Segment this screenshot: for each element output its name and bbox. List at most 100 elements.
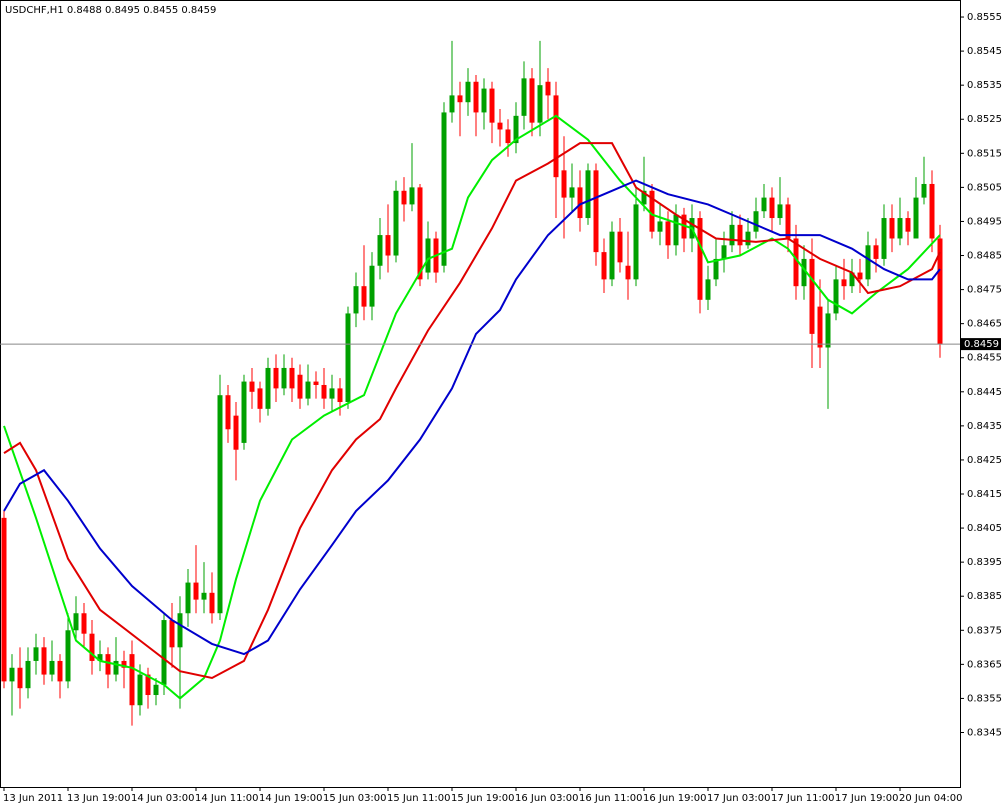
- candle-body: [265, 367, 271, 409]
- candle-body: [209, 592, 215, 614]
- candle-body: [849, 272, 855, 287]
- y-tick-label: 0.8435: [967, 421, 1002, 432]
- candle-body: [609, 231, 615, 280]
- candle-body: [297, 374, 303, 399]
- moving-average-line: [3, 114, 941, 700]
- candle-body: [273, 367, 279, 389]
- candle-body: [617, 231, 623, 263]
- candle-body: [257, 388, 263, 409]
- candle-body: [753, 211, 759, 232]
- candle-body: [649, 190, 655, 232]
- candle-body: [417, 187, 423, 280]
- candle-body: [809, 258, 815, 334]
- candle-body: [249, 381, 255, 392]
- candle-body: [569, 187, 575, 198]
- x-tick-label: 15 Jun 11:00: [387, 793, 451, 804]
- candle-body: [537, 85, 543, 123]
- y-tick-label: 0.8425: [967, 455, 1002, 466]
- candle-body: [129, 654, 135, 706]
- candle-body: [673, 214, 679, 246]
- candle-body: [321, 384, 327, 399]
- candle-body: [289, 367, 295, 389]
- x-tick-label: 20 Jun 04:00: [899, 793, 963, 804]
- y-tick-label: 0.8475: [967, 285, 1002, 296]
- candle-body: [705, 279, 711, 300]
- moving-average-line: [3, 142, 941, 680]
- candle-body: [769, 197, 775, 219]
- x-tick-label: 14 Jun 03:00: [131, 793, 195, 804]
- candle-body: [745, 231, 751, 246]
- candle-body: [465, 81, 471, 103]
- candle-body: [561, 170, 567, 198]
- candle-body: [385, 235, 391, 256]
- candle-body: [633, 204, 639, 280]
- candle-body: [81, 613, 87, 634]
- candle-body: [881, 218, 887, 259]
- candle-body: [929, 183, 935, 239]
- y-tick-label: 0.8535: [967, 80, 1002, 91]
- candle-body: [201, 592, 207, 600]
- last-price-box: [961, 338, 1001, 351]
- candle-body: [713, 258, 719, 280]
- candle-body: [489, 88, 495, 123]
- moving-average-line: [3, 179, 941, 656]
- candle-body: [105, 654, 111, 675]
- candle-body: [625, 265, 631, 280]
- chart-title: USDCHF,H1 0.8488 0.8495 0.8455 0.8459: [5, 5, 216, 16]
- candle-body: [121, 660, 127, 668]
- y-tick-label: 0.8345: [967, 727, 1002, 738]
- candle-body: [505, 129, 511, 144]
- candle-body: [305, 381, 311, 399]
- candle-body: [329, 388, 335, 399]
- candle-body: [889, 218, 895, 239]
- candle-body: [97, 654, 103, 661]
- y-tick-label: 0.8395: [967, 557, 1002, 568]
- x-tick-label: 14 Jun 11:00: [195, 793, 259, 804]
- candle-body: [137, 674, 143, 706]
- candle-body: [193, 582, 199, 600]
- plot-frame: [0, 0, 961, 788]
- candle-body: [513, 115, 519, 144]
- y-tick-label: 0.8465: [967, 319, 1002, 330]
- candle-body: [521, 78, 527, 116]
- candle-body: [217, 395, 223, 614]
- candle-body: [457, 95, 463, 103]
- candle-body: [577, 187, 583, 219]
- candle-body: [25, 660, 31, 689]
- candle-body: [529, 78, 535, 123]
- y-tick-label: 0.8545: [967, 46, 1002, 57]
- x-tick-label: 13 Jun 19:00: [67, 793, 131, 804]
- candle-body: [833, 279, 839, 314]
- y-tick-label: 0.8555: [967, 12, 1002, 23]
- y-tick-label: 0.8525: [967, 114, 1002, 125]
- candle-body: [345, 313, 351, 403]
- candle-body: [841, 279, 847, 287]
- candle-body: [657, 221, 663, 232]
- candle-body: [721, 245, 727, 259]
- candle-body: [473, 81, 479, 113]
- candle-body: [801, 258, 807, 287]
- candle-body: [369, 265, 375, 307]
- candle-body: [153, 684, 159, 696]
- candle-body: [89, 633, 95, 661]
- x-tick-label: 16 Jun 11:00: [579, 793, 643, 804]
- candle-body: [145, 674, 151, 696]
- candle-body: [817, 306, 823, 348]
- candle-body: [449, 95, 455, 113]
- candle-body: [497, 122, 503, 130]
- candle-body: [793, 238, 799, 287]
- candle-body: [9, 667, 15, 682]
- candle-body: [65, 630, 71, 682]
- candle-body: [169, 620, 175, 648]
- candle-body: [553, 95, 559, 178]
- candle-body: [921, 183, 927, 198]
- candle-body: [1, 517, 7, 682]
- candle-body: [49, 660, 55, 675]
- x-tick-label: 16 Jun 03:00: [515, 793, 579, 804]
- x-tick-label: 13 Jun 2011: [3, 793, 63, 804]
- candle-body: [441, 112, 447, 266]
- y-tick-label: 0.8515: [967, 148, 1002, 159]
- y-tick-label: 0.8375: [967, 625, 1002, 636]
- x-tick-label: 17 Jun 19:00: [835, 793, 899, 804]
